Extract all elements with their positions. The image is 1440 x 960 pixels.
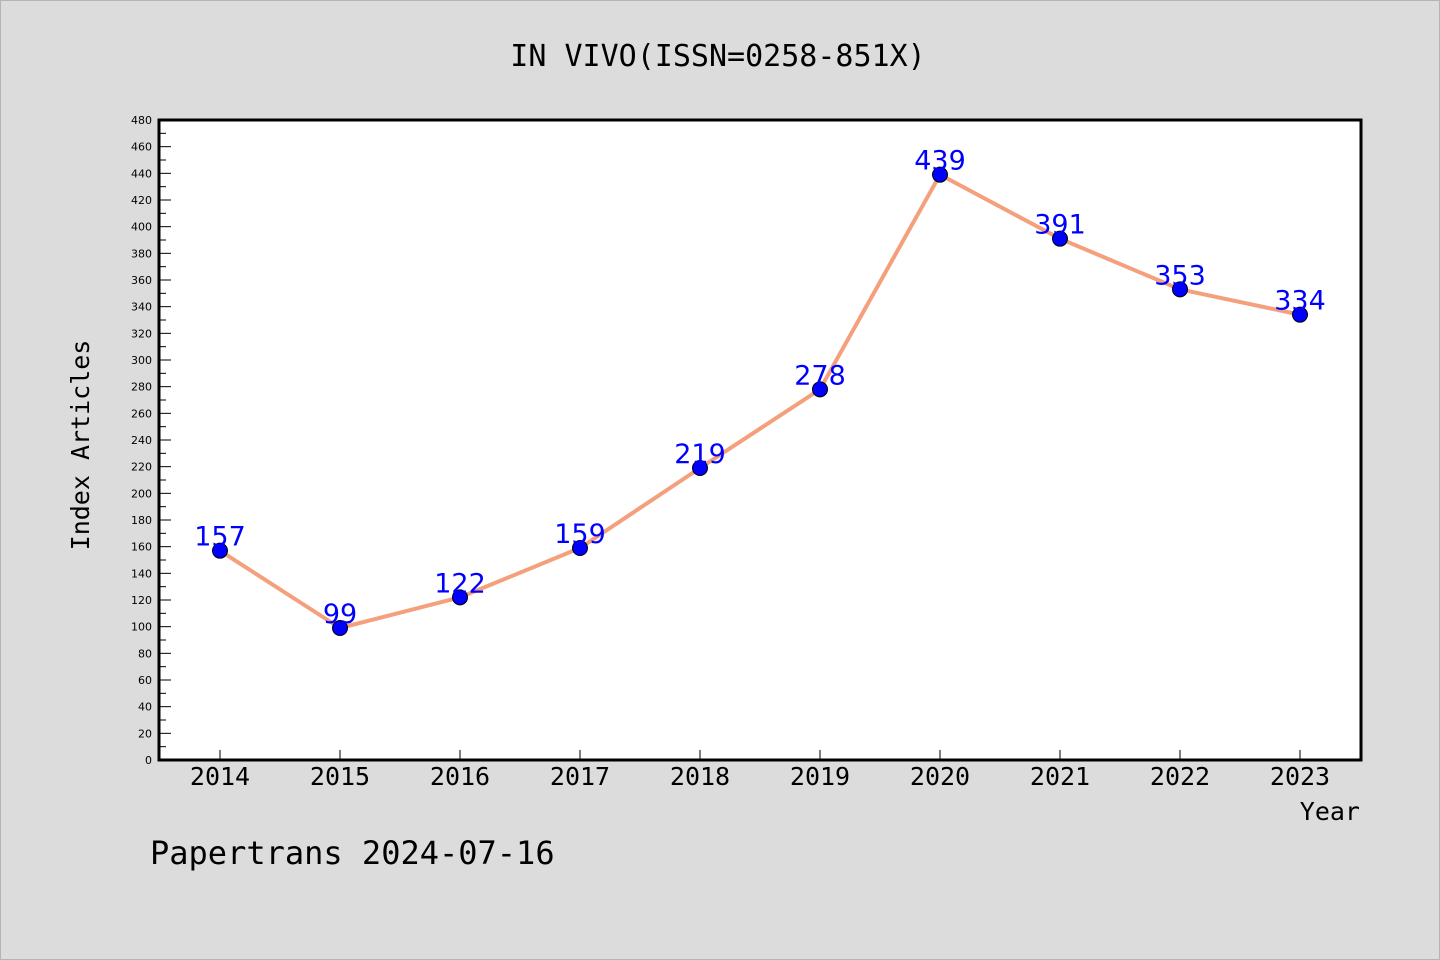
y-tick-label: 40 xyxy=(138,701,152,714)
data-point xyxy=(332,620,348,636)
plot-area xyxy=(157,118,1363,762)
data-label: 219 xyxy=(674,439,726,470)
data-label: 439 xyxy=(914,146,966,177)
y-tick-label: 20 xyxy=(138,727,152,740)
y-tick-label: 200 xyxy=(131,487,152,500)
series-line xyxy=(218,172,1302,630)
data-label: 278 xyxy=(794,360,846,391)
y-tick-label: 120 xyxy=(131,594,152,607)
y-tick-label: 180 xyxy=(131,514,152,527)
data-point xyxy=(1172,281,1188,298)
data-point xyxy=(212,542,228,559)
y-tick-label: 460 xyxy=(131,141,152,154)
data-label: 391 xyxy=(1034,210,1086,241)
x-tick-label: 2015 xyxy=(310,762,370,791)
x-tick-label: 2021 xyxy=(1030,762,1090,791)
y-tick-label: 280 xyxy=(131,381,152,394)
y-tick-label: 60 xyxy=(138,674,152,687)
data-label: 122 xyxy=(434,568,486,599)
y-tick-label: 300 xyxy=(131,354,152,367)
x-tick-label: 2018 xyxy=(670,762,730,791)
data-point xyxy=(1292,306,1308,323)
y-tick-label: 480 xyxy=(131,114,152,127)
y-axis-label: Index Articles xyxy=(66,340,95,551)
y-tick-label: 80 xyxy=(138,647,152,660)
data-label: 159 xyxy=(554,519,606,550)
x-tick-label: 2014 xyxy=(190,762,250,791)
footer-text: Papertrans 2024-07-16 xyxy=(150,834,555,872)
x-tick-label: 2017 xyxy=(550,762,610,791)
data-point xyxy=(1052,230,1068,247)
x-tick-label: 2019 xyxy=(790,762,850,791)
data-point xyxy=(812,381,828,398)
series-layer: 157 99 122 159 219 278 439 391 353 334 xyxy=(194,146,1326,636)
data-label: 157 xyxy=(194,522,246,553)
y-tick-label: 100 xyxy=(131,621,152,634)
y-tick-label: 340 xyxy=(131,301,152,314)
y-tick-label: 380 xyxy=(131,247,152,260)
y-tick-label: 420 xyxy=(131,194,152,207)
x-tick-label: 2020 xyxy=(910,762,970,791)
x-axis: 2014 2015 2016 2017 2018 2019 2020 2021 2022 2023 xyxy=(190,750,1330,791)
y-tick-label: 220 xyxy=(131,461,152,474)
y-tick-label: 140 xyxy=(131,567,152,580)
y-tick-label: 320 xyxy=(131,327,152,340)
data-point xyxy=(692,460,708,476)
y-tick-label: 400 xyxy=(131,221,152,234)
x-tick-label: 2022 xyxy=(1150,762,1210,791)
data-point xyxy=(452,589,468,606)
data-label: 334 xyxy=(1274,286,1326,317)
data-point xyxy=(572,540,588,556)
y-tick-label: 240 xyxy=(131,434,152,447)
y-tick-label: 360 xyxy=(131,274,152,287)
chart-title: IN VIVO(ISSN=0258-851X) xyxy=(510,39,925,74)
y-axis: 0 20 40 60 80 100 120 140 160 180 200 220 240 260 280 3… xyxy=(131,114,171,767)
y-tick-label: 0 xyxy=(145,754,152,767)
data-label: 99 xyxy=(323,599,357,630)
x-tick-label: 2023 xyxy=(1270,762,1330,791)
y-tick-label: 160 xyxy=(131,541,152,554)
x-tick-label: 2016 xyxy=(430,762,490,791)
y-tick-label: 260 xyxy=(131,407,152,420)
x-axis-label: Year xyxy=(1300,797,1360,826)
y-tick-label: 440 xyxy=(131,167,152,180)
data-point xyxy=(932,166,948,183)
data-label: 353 xyxy=(1154,260,1206,291)
